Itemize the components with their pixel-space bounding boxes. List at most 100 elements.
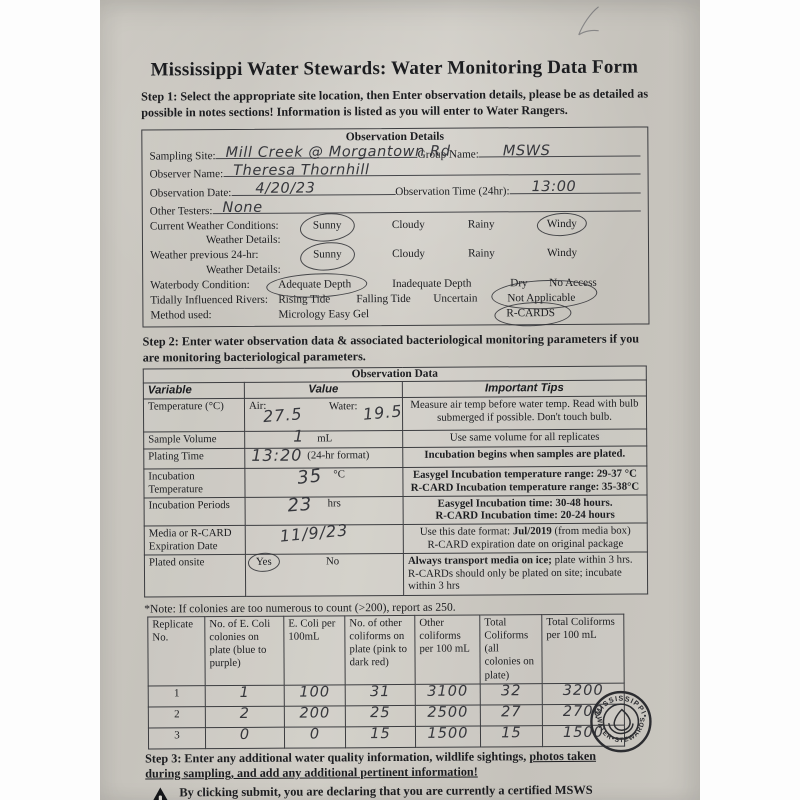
tidal-row: Tidally Influenced Rivers: Rising Tide F… — [150, 291, 641, 308]
plated-onsite-tip-bold: Always transport media on ice; — [407, 553, 552, 567]
rep2-no: 2 — [148, 706, 206, 728]
previous-weather-label: Weather previous 24-hr: — [150, 249, 259, 262]
sampling-site-value: Mill Creek @ Morgantown Rd — [225, 143, 451, 162]
weather-details-label-2: Weather Details: — [206, 263, 281, 276]
waterbody-condition-label: Waterbody Condition: — [150, 278, 250, 292]
waterbody-condition-row: Waterbody Condition: Adequate Depth Inad… — [150, 275, 641, 292]
group-name-field: MSWS — [478, 142, 641, 159]
rep3-other-per100: 1500 — [427, 725, 469, 742]
replicate-header-5: Total Coliforms (all colonies on plate) — [479, 614, 543, 684]
rep2-total-colonies: 27 — [501, 704, 522, 721]
option-adequate-depth-circled: Adequate Depth — [278, 278, 352, 291]
rep3-ecoli-per100: 0 — [309, 726, 321, 743]
replicate-header-row: Replicate No. No. of E. Coli colonies on… — [147, 613, 625, 686]
temperature-row: Temperature (°C) Air: 27.5 Water: 19.5 M… — [143, 396, 647, 433]
weather-details-label: Weather Details: — [205, 233, 281, 247]
observation-details-section: Observation Details Sampling Site: Mill … — [141, 126, 650, 328]
step3-prefix: Step 3: Enter any additional water quali… — [145, 749, 530, 766]
option-windy-circled: Windy — [546, 217, 577, 231]
option-rcards-circled: R-CARDS — [506, 307, 555, 320]
observation-time-field: 13:00 — [509, 179, 641, 196]
seal-hand-droplet-glyph — [608, 708, 634, 735]
incubation-periods-value-cell: 23 hrs — [245, 493, 404, 526]
replicate-row-1: 1 1 100 31 3100 32 3200 — [148, 683, 625, 707]
replicate-header-2: E. Coli per 100mL — [283, 615, 346, 686]
media-expiration-tip-line2: R-CARD expiration date on original packa… — [427, 537, 624, 551]
option-sunny-prev-circled: Sunny — [313, 248, 342, 261]
option-sunny-circled: Sunny — [312, 219, 342, 232]
current-weather-label: Current Weather Conditions: — [149, 219, 279, 233]
incubation-temperature-value-cell: 35 °C — [244, 465, 404, 498]
plating-time-value-cell: 13:20 (24-hr format) — [244, 446, 403, 469]
incubation-periods-tip-line1: Easygel Incubation time: 30-48 hours. — [437, 496, 613, 510]
observation-date-field: 4/20/23 — [231, 180, 396, 198]
plated-onsite-value-cell: Yes No — [245, 553, 404, 597]
option-rainy-prev: Rainy — [468, 247, 495, 260]
incubation-periods-tip: Easygel Incubation time: 30-48 hours. R-… — [403, 494, 648, 525]
rep1-ecoli-colonies: 1 — [239, 684, 250, 701]
media-expiration-tip-post: (from media box) — [551, 524, 631, 538]
paper-form-photo: Mississippi Water Stewards: Water Monito… — [100, 0, 700, 800]
other-testers-label: Other Testers: — [149, 204, 213, 218]
incubation-temperature-tip-line2: R-CARD Incubation temperature range: 35-… — [410, 480, 640, 494]
observation-data-table: Observation Data Variable Value Importan… — [142, 365, 649, 598]
water-temp-value: 19.5 — [362, 401, 404, 424]
observer-name-label: Observer Name: — [149, 168, 224, 181]
replicate-row-2: 2 2 200 25 2500 27 2700 — [148, 704, 625, 728]
option-dry: Dry — [510, 277, 528, 290]
sample-volume-unit: mL — [317, 432, 333, 445]
option-falling-tide: Falling Tide — [356, 292, 411, 306]
plated-onsite-tip: Always transport media on ice; plate wit… — [403, 551, 648, 596]
plating-time-unit: (24-hr format) — [307, 449, 370, 462]
form-title: Mississippi Water Stewards: Water Monito… — [150, 56, 639, 81]
sample-volume-variable: Sample Volume — [143, 431, 245, 450]
option-not-applicable-circled: Not Applicable — [507, 291, 576, 305]
seal-outer-ring — [590, 690, 652, 753]
temperature-variable: Temperature (°C) — [143, 398, 245, 433]
replicate-header-4: Other coliforms per 100 mL — [414, 614, 481, 685]
option-cloudy-prev: Cloudy — [392, 248, 426, 261]
rep1-other-colonies: 31 — [369, 683, 391, 700]
incubation-temperature-tip-line1: Easygel Incubation temperature range: 29… — [412, 467, 637, 481]
incubation-temperature-row: Incubation Temperature 35 °C Easygel Inc… — [143, 465, 648, 498]
sample-volume-tip: Use same volume for all replicates — [402, 429, 647, 448]
current-weather-row: Current Weather Conditions: Sunny Cloudy… — [150, 217, 641, 234]
other-testers-row: Other Testers: None — [150, 197, 641, 218]
form-page: Mississippi Water Stewards: Water Monito… — [141, 0, 653, 800]
plated-onsite-yes-circled: Yes — [255, 555, 272, 568]
media-expiration-value-cell: 11/9/23 — [245, 521, 404, 555]
plated-onsite-variable: Plated onsite — [144, 554, 246, 597]
step2-instructions: Step 2: Enter water observation data & a… — [142, 331, 640, 365]
submit-declaration-row: By clicking submit, you are declaring th… — [145, 781, 615, 800]
seal-inner-ring — [602, 703, 640, 740]
media-expiration-tip-pre: Use this date format: — [419, 525, 513, 539]
rep1-total-colonies: 32 — [500, 683, 522, 700]
incubation-temperature-unit: °C — [333, 468, 345, 481]
rep3-no: 3 — [148, 727, 206, 749]
sample-volume-value: 1 — [293, 426, 305, 446]
observer-name-field: Theresa Thornhill — [223, 160, 641, 179]
media-expiration-tip: Use this date format: Jul/2019 (from med… — [403, 523, 648, 554]
observation-date-label: Observation Date: — [149, 186, 232, 200]
incubation-periods-row: Incubation Periods 23 hrs Easygel Incuba… — [144, 493, 648, 527]
air-temp-value: 27.5 — [262, 404, 304, 427]
rep1-other-per100: 3100 — [427, 683, 469, 700]
step3-instructions: Step 3: Enter any additional water quali… — [145, 748, 615, 781]
method-row: Method used: Micrology Easy Gel R-CARDS — [150, 306, 641, 323]
rep1-ecoli-per100: 100 — [299, 684, 331, 701]
rep2-other-colonies: 25 — [370, 704, 391, 721]
replicate-header-0: Replicate No. — [147, 616, 206, 686]
plating-time-variable: Plating Time — [143, 448, 245, 470]
replicate-header-1: No. of E. Coli colonies on plate (blue t… — [204, 616, 285, 686]
observation-date-value: 4/20/23 — [255, 180, 316, 198]
option-uncertain: Uncertain — [433, 292, 478, 305]
col-header-value: Value — [244, 381, 403, 399]
sampling-site-label: Sampling Site: — [149, 150, 216, 163]
observation-time-value: 13:00 — [531, 179, 577, 196]
incubation-periods-variable: Incubation Periods — [144, 497, 246, 527]
rep2-other-per100: 2500 — [427, 704, 469, 721]
replicate-header-3: No. of other coliforms on plate (pink to… — [344, 615, 416, 685]
option-no-access: No Access — [549, 276, 597, 289]
col-header-variable: Variable — [143, 382, 245, 400]
plated-onsite-no: No — [325, 555, 340, 568]
